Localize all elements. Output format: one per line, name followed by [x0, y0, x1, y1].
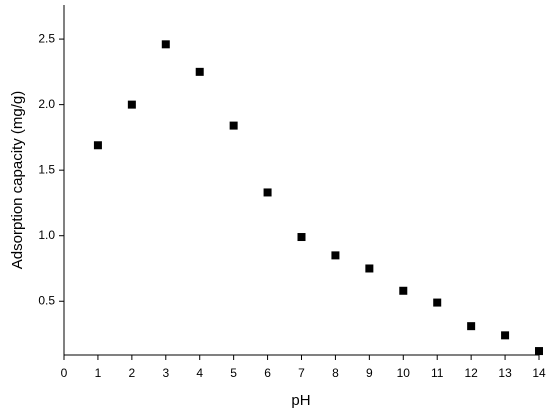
point: [127, 100, 136, 109]
x-tick-label: 6: [264, 366, 271, 380]
x-tick-label: 8: [332, 366, 339, 380]
x-tick-label: 13: [498, 366, 512, 380]
y-tick-label: 2.5: [38, 31, 55, 45]
point: [93, 141, 102, 150]
x-axis-title: pH: [291, 392, 310, 409]
y-tick-label: 2.0: [38, 97, 55, 111]
point: [399, 286, 408, 295]
x-tick-label: 10: [397, 366, 411, 380]
point: [263, 188, 272, 197]
point: [501, 331, 510, 340]
x-tick-label: 2: [129, 366, 136, 380]
point: [535, 347, 543, 356]
x-tick-label: 9: [366, 366, 373, 380]
point: [229, 121, 238, 130]
point: [161, 40, 170, 49]
y-tick-label: 0.5: [38, 293, 55, 307]
y-tick-label: 1.0: [38, 228, 55, 242]
point: [365, 264, 374, 273]
x-tick-label: 4: [196, 366, 203, 380]
point: [297, 233, 306, 242]
point: [467, 322, 476, 331]
x-tick-label: 5: [230, 366, 237, 380]
x-tick-label: 3: [162, 366, 169, 380]
x-tick-label: 7: [298, 366, 305, 380]
y-tick-label: 1.5: [38, 162, 55, 176]
point: [195, 67, 204, 76]
x-tick-label: 11: [431, 366, 444, 380]
point: [331, 251, 340, 260]
x-tick-label: 14: [532, 366, 546, 380]
x-tick-label: 12: [464, 366, 478, 380]
x-tick-label: 1: [95, 366, 102, 380]
point: [433, 298, 442, 307]
y-axis-title: Adsorption capacity (mg/g): [9, 91, 26, 269]
x-tick-label: 0: [61, 366, 68, 380]
